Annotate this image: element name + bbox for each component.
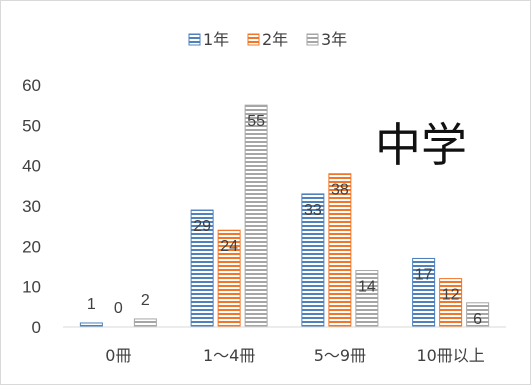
bar	[79, 322, 103, 328]
x-tick-label: 10冊以上	[416, 346, 484, 365]
y-tick-label: 0	[32, 318, 41, 337]
y-tick-label: 10	[22, 278, 41, 297]
chart-title-group: 中学	[375, 118, 467, 172]
legend-label: 2年	[262, 30, 288, 49]
legend-label: 1年	[203, 30, 229, 49]
data-label: 55	[247, 113, 265, 130]
data-label: 17	[415, 266, 433, 283]
data-labels: 1 0 2 29 24 55 33 38 14 17 12 6	[87, 113, 482, 328]
x-axis: 0冊 1～4冊 5～9冊 10冊以上	[63, 326, 506, 365]
chart-title: 中学	[375, 118, 467, 172]
data-label: 33	[304, 202, 322, 219]
data-label: 1	[87, 296, 96, 313]
data-label: 0	[114, 300, 123, 317]
legend-swatch	[306, 33, 319, 46]
bar	[244, 104, 268, 328]
x-tick-label: 1～4冊	[203, 346, 255, 365]
bar	[133, 318, 157, 328]
y-tick-label: 30	[22, 197, 41, 216]
data-label: 2	[141, 292, 150, 309]
y-tick-label: 50	[22, 116, 41, 135]
legend-swatch	[247, 33, 260, 46]
y-tick-label: 40	[22, 157, 41, 176]
data-label: 29	[193, 218, 211, 235]
data-label: 24	[220, 238, 238, 255]
y-tick-label: 20	[22, 237, 41, 256]
x-tick-label: 0冊	[105, 346, 131, 365]
y-axis: 0 10 20 30 40 50 60	[22, 76, 41, 337]
legend: 1年 2年 3年	[188, 30, 347, 49]
data-label: 38	[331, 182, 349, 199]
legend-label: 3年	[321, 30, 347, 49]
x-tick-label: 5～9冊	[314, 346, 366, 365]
data-label: 12	[442, 287, 460, 304]
y-tick-label: 60	[22, 76, 41, 95]
data-label: 6	[473, 311, 482, 328]
legend-swatch	[188, 33, 201, 46]
bars	[79, 104, 490, 328]
data-label: 14	[358, 279, 376, 296]
